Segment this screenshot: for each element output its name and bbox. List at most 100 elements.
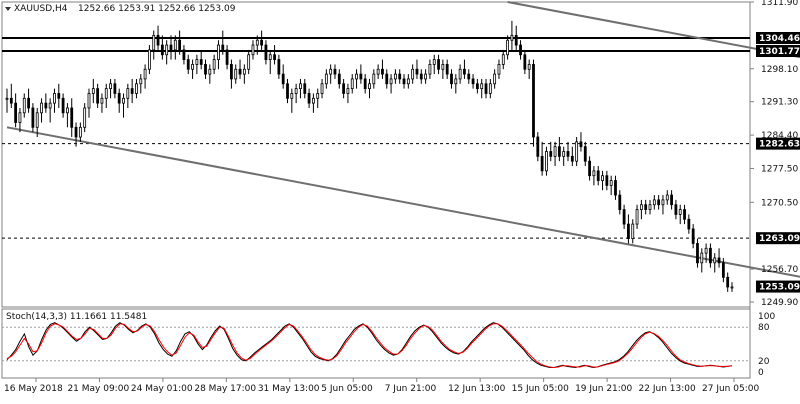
candle-body <box>117 93 121 104</box>
candle-body <box>674 204 678 215</box>
candle-body <box>208 68 212 75</box>
candle-body <box>255 39 259 46</box>
candle-body <box>156 34 160 46</box>
candle-body <box>83 107 87 128</box>
candle-body <box>104 88 108 99</box>
candle-body <box>463 68 466 75</box>
candle-body <box>523 54 527 70</box>
candle-body <box>627 223 630 240</box>
candle-body <box>22 97 26 114</box>
stoch-signal-line <box>6 323 733 369</box>
candle-body <box>242 68 246 75</box>
candle-body <box>363 78 367 90</box>
candle-body <box>130 88 134 94</box>
candle-body <box>570 155 574 162</box>
candle-body <box>299 83 302 90</box>
candle-body <box>687 218 691 230</box>
price-tick-label: 1249.90 <box>761 298 798 308</box>
time-tick-label: 19 Jun 21:00 <box>575 384 632 394</box>
candle-body <box>18 112 22 123</box>
candle-body <box>53 93 56 104</box>
candle-body <box>355 73 358 80</box>
candle-body <box>91 88 95 94</box>
candle-body <box>294 88 298 94</box>
level-price-tag: 1301.77 <box>759 47 800 57</box>
candle-body <box>721 262 725 278</box>
candle-body <box>566 151 570 157</box>
price-tick-label: 1256.70 <box>761 265 798 275</box>
symbol-dropdown-icon[interactable] <box>5 7 11 11</box>
candle-body <box>514 34 518 46</box>
candle-body <box>31 107 35 128</box>
candle-body <box>691 228 695 244</box>
time-tick-label: 22 Jun 13:00 <box>639 384 696 394</box>
candle-body <box>342 83 346 94</box>
candle-body <box>437 59 440 70</box>
level-price-tag-bg <box>756 232 800 245</box>
candle-body <box>320 83 324 94</box>
candle-body <box>281 73 285 85</box>
candle-body <box>221 44 225 51</box>
candle-body <box>493 73 497 85</box>
candle-body <box>109 83 112 90</box>
stoch-level-label: 20 <box>758 357 770 367</box>
time-tick-label: 16 May 2018 <box>4 384 63 394</box>
candle-body <box>40 102 43 114</box>
price-tick-label: 1298.10 <box>761 65 798 75</box>
level-price-tag: 1304.46 <box>759 34 800 44</box>
candle-body <box>471 78 475 85</box>
candle-body <box>311 97 315 104</box>
time-tick-label: 24 May 01:00 <box>131 384 193 394</box>
candle-body <box>376 68 380 75</box>
candle-body <box>709 247 712 264</box>
candle-body <box>648 204 652 210</box>
candle-body <box>290 93 294 99</box>
candle-body <box>160 44 164 56</box>
current-price-tag-bg <box>756 280 800 293</box>
candle-body <box>389 78 393 85</box>
candle-body <box>553 146 557 157</box>
candle-body <box>713 257 717 264</box>
candle-body <box>450 73 453 85</box>
candle-body <box>9 97 13 104</box>
stoch-tick-label: 100 <box>758 312 775 322</box>
candle-body <box>622 209 626 225</box>
candle-body <box>165 44 169 56</box>
candle-body <box>562 151 566 157</box>
candle-body <box>273 54 276 60</box>
price-tick-label: 1291.30 <box>761 98 798 108</box>
candle-body <box>251 44 255 56</box>
candle-body <box>61 97 65 114</box>
candle-body <box>497 64 501 75</box>
candle-body <box>48 102 52 109</box>
candle-body <box>316 93 320 99</box>
candle-body <box>652 199 656 206</box>
candle-body <box>169 44 173 51</box>
price-tick-label: 1270.50 <box>761 198 798 208</box>
candle-body <box>406 78 410 85</box>
candle-body <box>458 68 462 80</box>
candle-body <box>57 93 61 99</box>
candle-body <box>44 102 48 109</box>
candle-body <box>333 68 337 75</box>
candle-body <box>307 93 311 104</box>
price-pane[interactable] <box>1 1 751 308</box>
candle-body <box>5 97 9 100</box>
candle-body <box>350 78 354 90</box>
channel-trendline <box>6 126 800 278</box>
candle-body <box>264 44 268 60</box>
candle-body <box>665 194 669 201</box>
stochastic-pane[interactable] <box>1 308 751 379</box>
symbol-label: XAUUSD,H4 <box>14 4 68 14</box>
candle-body <box>670 194 673 206</box>
candle-body <box>204 64 207 75</box>
time-tick-label: 28 May 17:00 <box>194 384 256 394</box>
level-price-tag: 1282.63 <box>759 140 800 150</box>
candle-body <box>717 257 721 264</box>
candle-body <box>683 209 686 220</box>
price-tick-label: 1284.40 <box>761 131 798 141</box>
candle-body <box>488 83 492 94</box>
candle-body <box>601 175 604 181</box>
